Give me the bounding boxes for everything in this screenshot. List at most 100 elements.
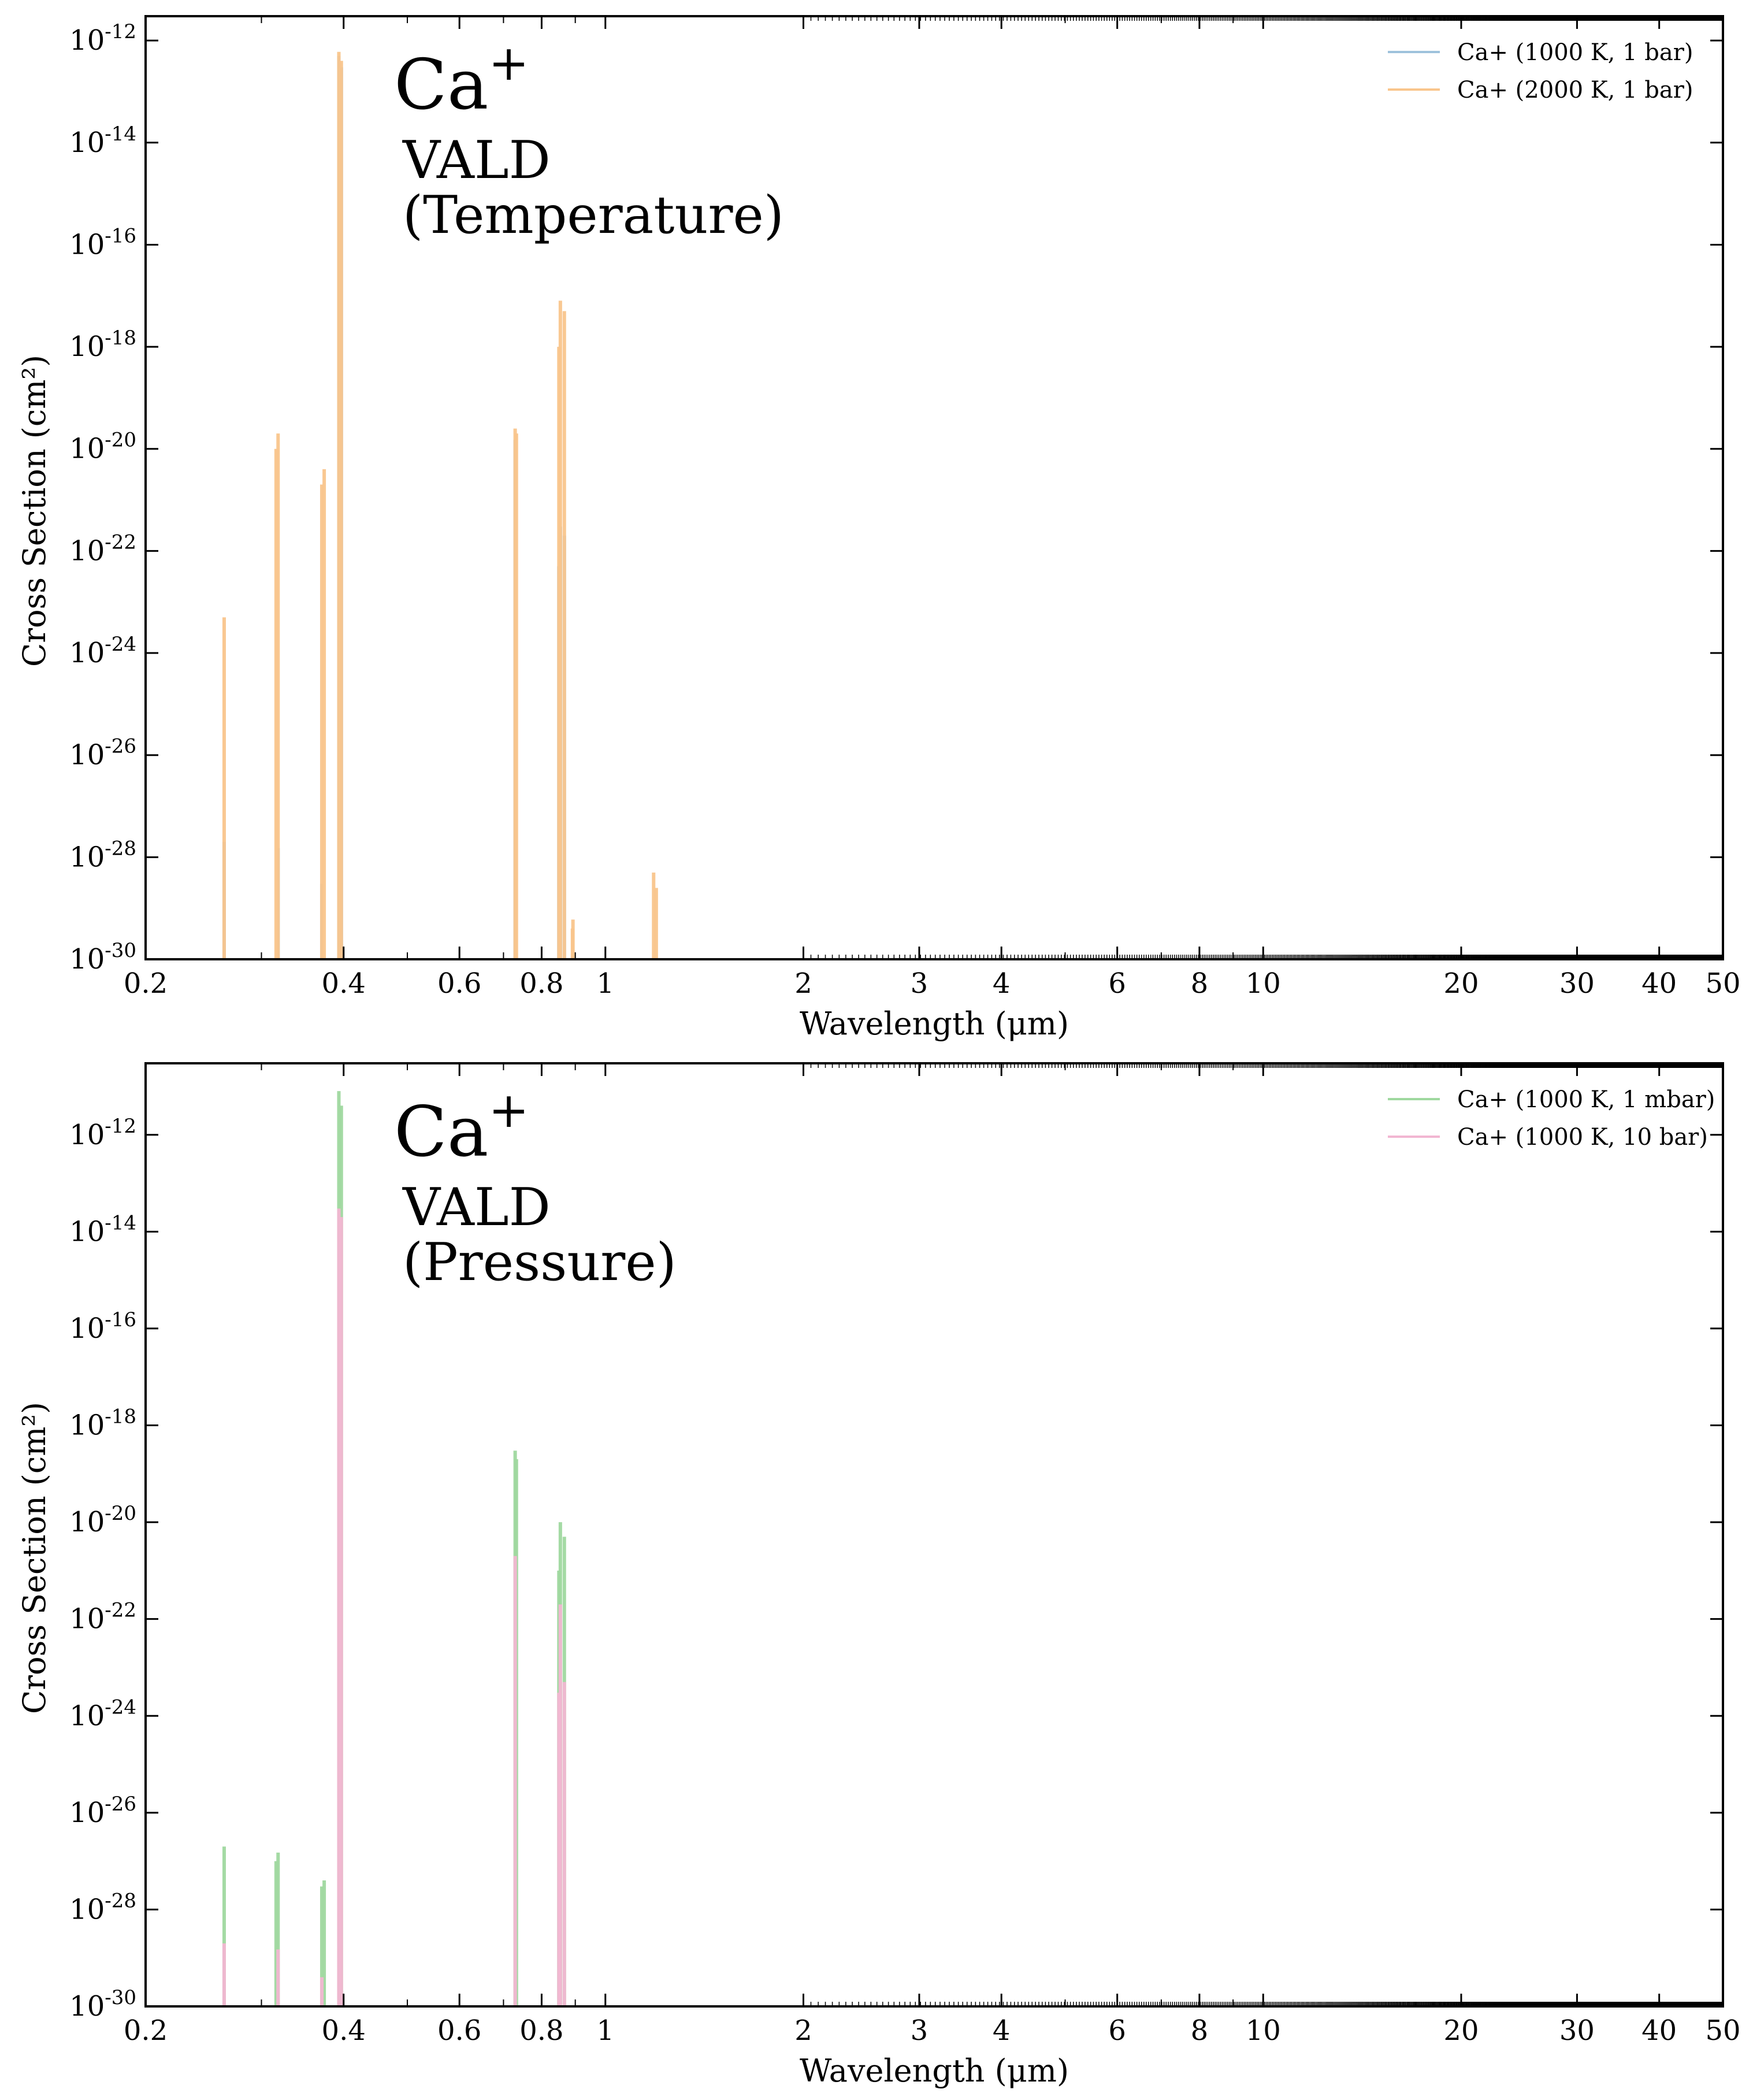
spectral-line <box>339 61 343 960</box>
chart-panel-temperature: 0.2 0.4 0.6 0.8 1 2 3 4 6 8 10 20 30 40 50 10-3010-281… <box>16 15 1741 1042</box>
minor-x-ticks <box>145 16 1724 959</box>
species-base: Ca <box>394 1092 488 1173</box>
y-tick-label: 10-20 <box>69 429 136 465</box>
x-tick-label: 6 <box>1108 2014 1126 2047</box>
series-1 <box>222 51 658 960</box>
y-tick-label: 10-22 <box>69 530 136 567</box>
panel-subtitle: (Temperature) <box>403 185 784 246</box>
y-tick-label: 10-18 <box>69 326 136 363</box>
spectral-line <box>337 51 341 960</box>
y-tick-label: 10-16 <box>69 1308 136 1345</box>
spectral-line <box>320 1977 324 2006</box>
x-tick-label: 0.2 <box>124 967 168 1000</box>
legend: Ca+ (1000 K, 1 mbar) Ca+ (1000 K, 10 bar) <box>1388 1086 1715 1151</box>
legend: Ca+ (1000 K, 1 bar) Ca+ (2000 K, 1 bar) <box>1388 39 1693 103</box>
y-tick-label: 10-30 <box>69 1986 136 2023</box>
x-tick-label: 1 <box>596 967 614 1000</box>
x-tick-label: 3 <box>911 2014 929 2047</box>
y-tick-label: 10-20 <box>69 1502 136 1538</box>
legend-entry: Ca+ (1000 K, 10 bar) <box>1457 1124 1708 1151</box>
spectral-line <box>222 617 226 959</box>
y-tick-label: 10-26 <box>69 1793 136 1829</box>
spectral-line <box>557 1693 561 2006</box>
y-axis-label: Cross Section (cm²) <box>16 1402 53 1714</box>
x-tick-labels: 0.2 0.4 0.6 0.8 1 2 3 4 6 8 10 20 30 40 50 <box>124 967 1741 1000</box>
spectral-line <box>320 484 324 959</box>
x-tick-label: 0.4 <box>322 2014 366 2047</box>
x-tick-label: 30 <box>1559 2014 1595 2047</box>
x-tick-label: 0.4 <box>322 967 366 1000</box>
database-label: VALD <box>402 1177 551 1238</box>
panel-subtitle: (Pressure) <box>403 1232 677 1293</box>
y-tick-label: 10-18 <box>69 1405 136 1442</box>
x-tick-labels: 0.2 0.4 0.6 0.8 1 2 3 4 6 8 10 20 30 40 50 <box>124 2014 1741 2047</box>
x-tick-label: 30 <box>1559 967 1595 1000</box>
spectral-line <box>654 888 658 959</box>
spectral-line <box>276 1949 280 2006</box>
y-tick-label: 10-12 <box>69 20 136 57</box>
major-ticks <box>144 1063 1724 2008</box>
species-charge: + <box>488 35 529 91</box>
y-tick-labels: 10-30 10-28 10-26 10-24 10-22 10-20 10-18 10-16… <box>69 20 136 975</box>
y-tick-label: 10-14 <box>69 1211 136 1248</box>
x-axis-label: Wavelength (μm) <box>800 1006 1069 1042</box>
major-ticks <box>144 16 1724 960</box>
y-tick-labels: 10-30 10-28 10-26 10-24 10-22 10-20 10-18 10-16… <box>69 1115 136 2023</box>
x-axis-label: Wavelength (μm) <box>800 2053 1069 2089</box>
minor-x-ticks <box>145 1063 1724 2006</box>
series-1 <box>222 1208 566 2006</box>
species-label: Ca+ <box>394 35 529 125</box>
x-tick-label: 10 <box>1246 2014 1281 2047</box>
species-label: Ca+ <box>394 1082 529 1173</box>
x-tick-label: 10 <box>1246 967 1281 1000</box>
spectral-line <box>570 928 574 959</box>
x-tick-label: 8 <box>1191 967 1209 1000</box>
spectral-line <box>222 1943 226 2006</box>
x-tick-label: 6 <box>1108 967 1126 1000</box>
x-tick-label: 4 <box>993 967 1011 1000</box>
spectral-line <box>513 1556 517 2006</box>
plot-frame <box>144 1062 1724 2008</box>
legend-entry: Ca+ (2000 K, 1 bar) <box>1457 77 1693 103</box>
y-tick-label: 10-16 <box>69 224 136 261</box>
chart-panel-pressure: 0.2 0.4 0.6 0.8 1 2 3 4 6 8 10 20 30 40 50 10-3010-281… <box>16 1062 1741 2089</box>
spectral-line <box>320 1886 324 2006</box>
x-tick-label: 40 <box>1641 2014 1677 2047</box>
x-tick-label: 0.6 <box>437 967 481 1000</box>
spectral-line <box>339 1217 343 2006</box>
x-tick-label: 40 <box>1641 967 1677 1000</box>
x-tick-label: 3 <box>911 967 929 1000</box>
spectral-line <box>562 1682 566 2006</box>
x-tick-label: 0.6 <box>437 2014 481 2047</box>
y-tick-label: 10-24 <box>69 1695 136 1732</box>
x-tick-label: 1 <box>596 2014 614 2047</box>
y-axis-label: Cross Section (cm²) <box>16 355 53 667</box>
legend-entry: Ca+ (1000 K, 1 bar) <box>1457 39 1693 66</box>
spectral-line <box>274 1861 278 2006</box>
y-tick-label: 10-26 <box>69 735 136 771</box>
x-tick-label: 0.8 <box>519 2014 563 2047</box>
species-base: Ca <box>394 45 488 125</box>
spectral-line <box>514 433 518 959</box>
series-layer <box>222 1091 566 2006</box>
y-tick-label: 10-24 <box>69 633 136 669</box>
database-label: VALD <box>402 130 551 191</box>
spectral-line <box>322 1880 326 2006</box>
y-tick-label: 10-30 <box>69 939 136 975</box>
spectral-line <box>222 1846 226 2006</box>
x-tick-label: 0.2 <box>124 2014 168 2047</box>
spectral-line <box>276 433 280 959</box>
x-tick-label: 20 <box>1443 967 1479 1000</box>
legend-entry: Ca+ (1000 K, 1 mbar) <box>1457 1086 1715 1113</box>
series-layer <box>222 51 658 960</box>
spectral-line <box>562 311 566 959</box>
spectral-line <box>322 469 326 959</box>
y-tick-label: 10-12 <box>69 1115 136 1151</box>
plot-frame <box>144 15 1724 960</box>
species-charge: + <box>488 1082 529 1138</box>
spectral-line <box>558 300 562 959</box>
x-tick-label: 2 <box>794 2014 812 2047</box>
y-tick-label: 10-28 <box>69 1889 136 1925</box>
y-tick-label: 10-14 <box>69 123 136 159</box>
